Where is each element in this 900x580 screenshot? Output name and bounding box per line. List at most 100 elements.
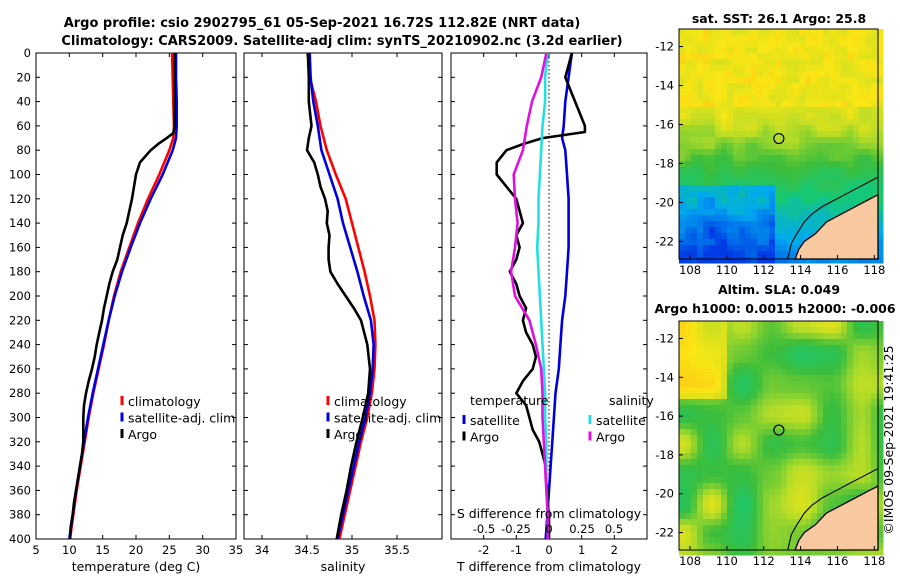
depth-tick-label: 320 <box>9 435 31 449</box>
map-cell <box>715 101 722 108</box>
map-cell <box>781 489 788 496</box>
map-cell <box>733 125 740 132</box>
map-cell <box>739 47 746 54</box>
map-cell <box>757 185 764 192</box>
map-cell <box>775 35 782 42</box>
map-cell <box>745 149 752 156</box>
lon-tick-label: 112 <box>753 554 775 568</box>
map-cell <box>877 375 884 382</box>
map-cell <box>829 549 836 556</box>
map-cell <box>691 227 698 234</box>
map-cell <box>799 351 806 358</box>
map-cell <box>691 417 698 424</box>
map-cell <box>769 215 776 222</box>
map-cell <box>877 137 884 144</box>
map-cell <box>793 113 800 120</box>
map-cell <box>745 251 752 258</box>
map-cell <box>685 429 692 436</box>
map-cell <box>823 143 830 150</box>
map-cell <box>721 113 728 120</box>
map-cell <box>727 203 734 210</box>
map-cell <box>691 321 698 328</box>
map-cell <box>871 435 878 442</box>
depth-tick-label: 60 <box>16 119 31 133</box>
map-cell <box>817 489 824 496</box>
map-cell <box>847 161 854 168</box>
argo-location-marker <box>773 132 785 145</box>
map-cell <box>691 459 698 466</box>
map-cell <box>697 29 704 36</box>
map-cell <box>751 125 758 132</box>
map-cell <box>871 423 878 430</box>
map-cell <box>721 459 728 466</box>
map-cell <box>787 513 794 520</box>
map-cell <box>757 113 764 120</box>
map-cell <box>817 47 824 54</box>
map-cell <box>763 131 770 138</box>
map-cell <box>763 197 770 204</box>
depth-tick-label: 80 <box>16 143 31 157</box>
map-cell <box>721 483 728 490</box>
map-cell <box>817 417 824 424</box>
map-cell <box>745 387 752 394</box>
map-cell <box>799 477 806 484</box>
map-cell <box>823 489 830 496</box>
map-cell <box>739 525 746 532</box>
map-cell <box>769 495 776 502</box>
map-cell <box>691 435 698 442</box>
map-cell <box>727 447 734 454</box>
map-cell <box>745 339 752 346</box>
map-cell <box>817 393 824 400</box>
map-cell <box>847 167 854 174</box>
map-cell <box>703 47 710 54</box>
map-cell <box>853 131 860 138</box>
map-cell <box>739 429 746 436</box>
map-cell <box>709 65 716 72</box>
map-cell <box>793 411 800 418</box>
map-cell <box>739 357 746 364</box>
map-cell <box>709 221 716 228</box>
map-cell <box>709 423 716 430</box>
map-cell <box>781 149 788 156</box>
map-cell <box>871 369 878 376</box>
map-cell <box>703 459 710 466</box>
map-cell <box>805 83 812 90</box>
map-cell <box>727 125 734 132</box>
map-cell <box>697 257 704 264</box>
x-tick-label: 25 <box>162 543 177 557</box>
map-cell <box>697 245 704 252</box>
map-cell <box>865 29 872 36</box>
map-cell <box>811 441 818 448</box>
map-cell <box>793 441 800 448</box>
map-cell <box>703 197 710 204</box>
map-cell <box>739 399 746 406</box>
map-cell <box>751 161 758 168</box>
map-cell <box>691 441 698 448</box>
map-cell <box>751 173 758 180</box>
map-cell <box>727 495 734 502</box>
map-cell <box>703 209 710 216</box>
map-cell <box>733 47 740 54</box>
map-cell <box>739 131 746 138</box>
map-cell <box>769 257 776 264</box>
map-cell <box>691 447 698 454</box>
map-cell <box>697 143 704 150</box>
map-cell <box>769 173 776 180</box>
map-cell <box>781 531 788 538</box>
map-cell <box>811 435 818 442</box>
map-cell <box>823 203 830 210</box>
legend-label: climatology <box>334 394 407 409</box>
map-cell <box>817 95 824 102</box>
salinity-panel: 34 34.5 35 35.5salinityclimatologysatellite… <box>243 52 443 574</box>
map-cell <box>835 339 842 346</box>
map-cell <box>763 543 770 550</box>
map-cell <box>721 477 728 484</box>
map-cell <box>787 339 794 346</box>
map-cell <box>835 375 842 382</box>
map-cell <box>799 369 806 376</box>
map-cell <box>679 89 686 96</box>
map-cell <box>841 149 848 156</box>
map-cell <box>823 459 830 466</box>
map-cell <box>685 339 692 346</box>
map-cell <box>757 233 764 240</box>
